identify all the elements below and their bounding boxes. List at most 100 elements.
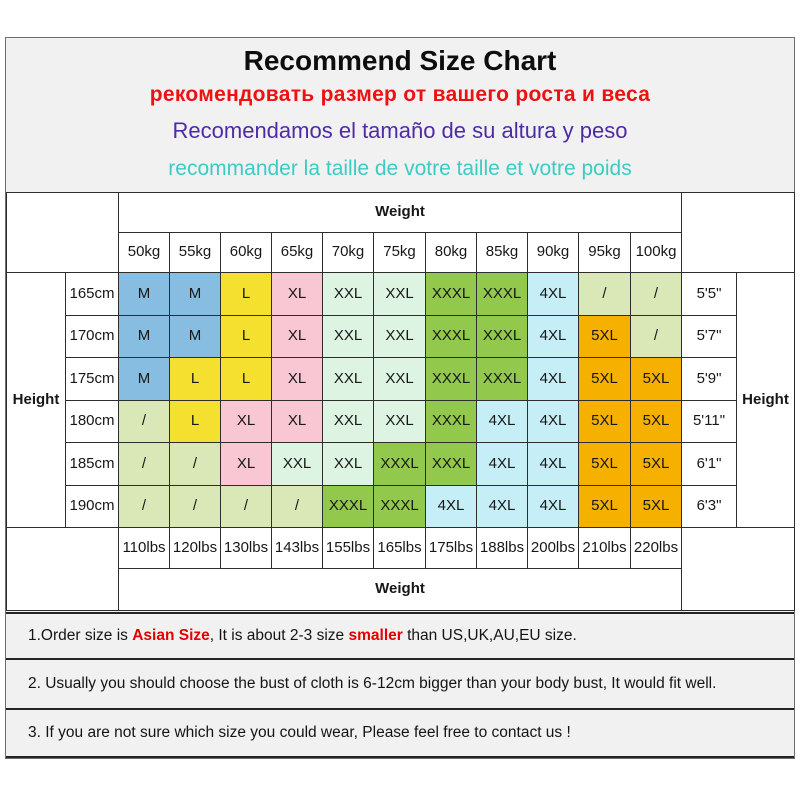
kg-cell: 85kg bbox=[476, 232, 528, 273]
ft-cell: 5'11" bbox=[681, 400, 738, 443]
size-cell: 4XL bbox=[527, 357, 579, 401]
size-cell: 5XL bbox=[578, 442, 631, 486]
kg-cell: 100kg bbox=[629, 232, 683, 273]
corner-cell-bottom-left bbox=[6, 527, 119, 611]
size-cell: L bbox=[169, 400, 221, 443]
size-cell: XL bbox=[271, 272, 323, 316]
size-chart-panel: Recommend Size Chart рекомендовать разме… bbox=[5, 37, 796, 759]
lbs-cell: 120lbs bbox=[169, 527, 221, 569]
note-text: than US,UK,AU,EU size. bbox=[402, 627, 577, 644]
weight-top-header: Weight bbox=[117, 192, 683, 233]
size-cell: 4XL bbox=[527, 272, 579, 316]
size-cell: XXXL bbox=[425, 315, 477, 358]
page-title: Recommend Size Chart bbox=[243, 45, 557, 76]
subtitle-russian: рекомендовать размер от вашего роста и в… bbox=[149, 83, 651, 106]
size-cell: 5XL bbox=[578, 400, 631, 443]
size-cell: XL bbox=[271, 357, 323, 401]
kg-cell: 65kg bbox=[271, 232, 323, 273]
subtitle-french: recommander la taille de votre taille et… bbox=[168, 157, 632, 180]
size-cell: XXL bbox=[322, 400, 374, 443]
size-cell: 4XL bbox=[425, 485, 477, 528]
kg-cell: 75kg bbox=[373, 232, 426, 273]
kg-cell: 95kg bbox=[578, 232, 631, 273]
size-cell: / bbox=[629, 315, 683, 358]
size-cell: M bbox=[118, 272, 170, 316]
kg-cell: 90kg bbox=[527, 232, 579, 273]
size-cell: / bbox=[118, 485, 170, 528]
size-cell: / bbox=[169, 442, 221, 486]
size-cell: / bbox=[271, 485, 323, 528]
size-cell: XXL bbox=[322, 442, 374, 486]
size-cell: XXL bbox=[322, 315, 374, 358]
ft-cell: 5'9" bbox=[681, 357, 738, 401]
size-cell: XXXL bbox=[425, 400, 477, 443]
size-cell: 5XL bbox=[629, 442, 683, 486]
size-cell: L bbox=[220, 315, 272, 358]
ft-cell: 6'3" bbox=[681, 485, 738, 528]
subtitle-spanish: Recomendamos el tamaño de su altura y pe… bbox=[172, 118, 628, 143]
cm-cell: 180cm bbox=[65, 400, 119, 443]
cm-cell: 165cm bbox=[65, 272, 119, 316]
note-text: 2. Usually you should choose the bust of… bbox=[28, 675, 717, 692]
note-1: 1.Order size is Asian Size, It is about … bbox=[6, 614, 794, 658]
size-cell: 5XL bbox=[629, 357, 683, 401]
size-cell: XXXL bbox=[373, 485, 426, 528]
size-cell: 4XL bbox=[527, 400, 579, 443]
note-2: 2. Usually you should choose the bust of… bbox=[6, 658, 794, 708]
size-cell: M bbox=[118, 315, 170, 358]
size-cell: XXXL bbox=[322, 485, 374, 528]
size-cell: 4XL bbox=[527, 442, 579, 486]
lbs-cell: 210lbs bbox=[578, 527, 631, 569]
note-highlight: Asian Size bbox=[132, 627, 210, 644]
note-3: 3. If you are not sure which size you co… bbox=[6, 708, 794, 756]
size-cell: / bbox=[118, 400, 170, 443]
size-cell: XXL bbox=[322, 357, 374, 401]
size-table: Weight 50kg 55kg 60kg 65kg 70kg 75kg 80kg 85kg 90… bbox=[6, 192, 796, 611]
kg-cell: 80kg bbox=[425, 232, 477, 273]
size-cell: 5XL bbox=[578, 357, 631, 401]
notes-section: 1.Order size is Asian Size, It is about … bbox=[6, 612, 794, 758]
size-cell: 5XL bbox=[578, 485, 631, 528]
lbs-cell: 165lbs bbox=[373, 527, 426, 569]
size-cell: XL bbox=[220, 442, 272, 486]
lbs-cell: 200lbs bbox=[527, 527, 579, 569]
size-cell: 4XL bbox=[527, 485, 579, 528]
size-cell: M bbox=[169, 315, 221, 358]
size-cell: XXL bbox=[373, 400, 426, 443]
size-cell: XXL bbox=[271, 442, 323, 486]
lbs-cell: 175lbs bbox=[425, 527, 477, 569]
lbs-cell: 188lbs bbox=[476, 527, 528, 569]
size-cell: L bbox=[169, 357, 221, 401]
size-cell: M bbox=[169, 272, 221, 316]
kg-cell: 50kg bbox=[118, 232, 170, 273]
note-text: , It is about 2-3 size bbox=[209, 627, 349, 644]
size-cell: XXL bbox=[373, 272, 426, 316]
size-cell: XXXL bbox=[476, 272, 528, 316]
cm-cell: 190cm bbox=[65, 485, 119, 528]
lbs-cell: 155lbs bbox=[322, 527, 374, 569]
size-cell: XL bbox=[271, 400, 323, 443]
size-cell: / bbox=[118, 442, 170, 486]
note-text: 3. If you are not sure which size you co… bbox=[28, 724, 571, 741]
kg-cell: 60kg bbox=[220, 232, 272, 273]
kg-cell: 55kg bbox=[169, 232, 221, 273]
size-cell: 5XL bbox=[629, 400, 683, 443]
size-cell: 5XL bbox=[629, 485, 683, 528]
lbs-cell: 220lbs bbox=[629, 527, 683, 569]
height-right-header: Height bbox=[736, 272, 796, 528]
size-cell: XXL bbox=[373, 315, 426, 358]
ft-cell: 6'1" bbox=[681, 442, 738, 486]
size-cell: XXXL bbox=[425, 272, 477, 316]
size-cell: XXXL bbox=[476, 315, 528, 358]
size-cell: L bbox=[220, 357, 272, 401]
size-cell: XL bbox=[220, 400, 272, 443]
size-cell: M bbox=[118, 357, 170, 401]
cm-cell: 175cm bbox=[65, 357, 119, 401]
size-cell: L bbox=[220, 272, 272, 316]
lbs-cell: 143lbs bbox=[271, 527, 323, 569]
height-left-header: Height bbox=[6, 272, 66, 528]
size-cell: XXXL bbox=[373, 442, 426, 486]
weight-bottom-header: Weight bbox=[117, 568, 683, 611]
size-cell: 5XL bbox=[578, 315, 631, 358]
